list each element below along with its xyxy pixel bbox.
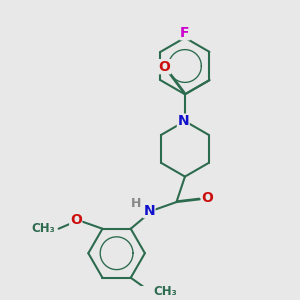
Text: H: H	[131, 197, 142, 210]
Text: O: O	[159, 60, 171, 74]
Text: CH₃: CH₃	[32, 222, 55, 235]
Text: O: O	[201, 190, 213, 205]
Text: N: N	[178, 114, 189, 128]
Text: F: F	[180, 26, 190, 40]
Text: O: O	[70, 213, 82, 227]
Text: N: N	[143, 203, 155, 218]
Text: CH₃: CH₃	[154, 285, 178, 298]
